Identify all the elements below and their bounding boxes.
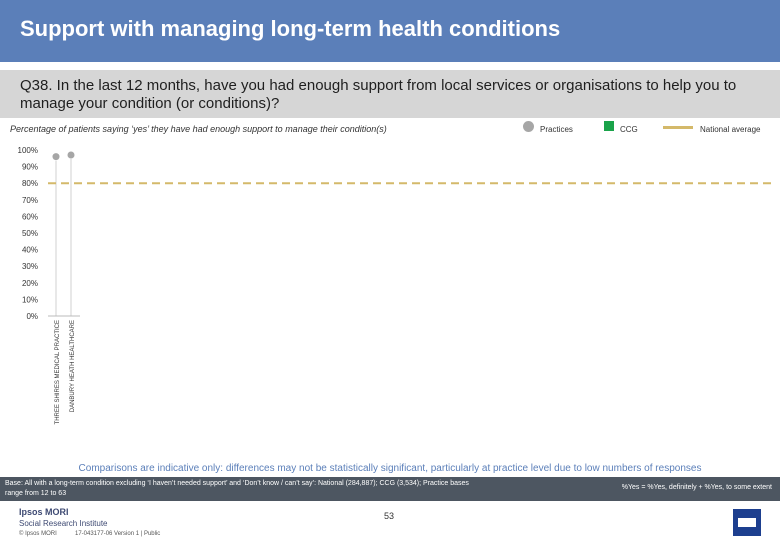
y-tick-label: 60% <box>22 212 38 221</box>
page-title: Support with managing long-term health c… <box>20 16 561 41</box>
y-tick-label: 0% <box>26 312 38 321</box>
y-tick-label: 40% <box>22 246 38 255</box>
ipsos-logo-text: Ipsos MORI <box>19 507 69 517</box>
practice-point <box>67 151 75 159</box>
y-tick-label: 90% <box>22 163 38 172</box>
copyright-text: © Ipsos MORI <box>19 531 57 537</box>
y-tick-label: 50% <box>22 229 38 238</box>
legend-practices-marker <box>523 121 534 132</box>
category-label: THREE SHIRES MEDICAL PRACTICE <box>55 320 61 424</box>
institute-logo-text: Social Research Institute <box>19 519 108 528</box>
y-tick-label: 70% <box>22 196 38 205</box>
question-bar: Q38. In the last 12 months, have you had… <box>0 70 780 118</box>
chart-subtitle: Percentage of patients saying ‘yes’ they… <box>10 124 387 134</box>
legend-practices-label: Practices <box>540 125 573 134</box>
legend-ccg-label: CCG <box>620 125 638 134</box>
y-tick-label: 30% <box>22 262 38 271</box>
comparisons-note: Comparisons are indicative only: differe… <box>78 463 702 474</box>
legend-ccg-marker <box>604 121 614 131</box>
chart: 0% 10% 20% 30% 40% 50% 60% 70% 80% 90% 100% THREE S… <box>18 146 772 424</box>
question-text: Q38. In the last 12 months, have you had… <box>20 77 737 112</box>
legend-national-label: National average <box>700 125 761 134</box>
y-tick-label: 100% <box>18 146 38 155</box>
version-text: 17-043177-06 Version 1 | Public <box>75 531 161 537</box>
ipsos-brand-logo <box>733 509 761 536</box>
title-bar: Support with managing long-term health c… <box>0 0 780 62</box>
y-tick-label: 20% <box>22 279 38 288</box>
y-tick-label: 10% <box>22 295 38 304</box>
practice-point <box>52 153 60 161</box>
y-tick-label: 80% <box>22 179 38 188</box>
base-text: Base: All with a long-term condition exc… <box>5 480 469 497</box>
legend-national-marker <box>663 126 693 129</box>
page-number: 53 <box>384 511 395 521</box>
base-bar: Base: All with a long-term condition exc… <box>0 477 780 501</box>
category-label: DANBURY HEATH HEALTHCARE <box>70 320 76 412</box>
yes-definition: %Yes = %Yes, definitely + %Yes, to some … <box>621 484 772 491</box>
footer: Ipsos MORI Social Research Institute © I… <box>0 501 780 540</box>
